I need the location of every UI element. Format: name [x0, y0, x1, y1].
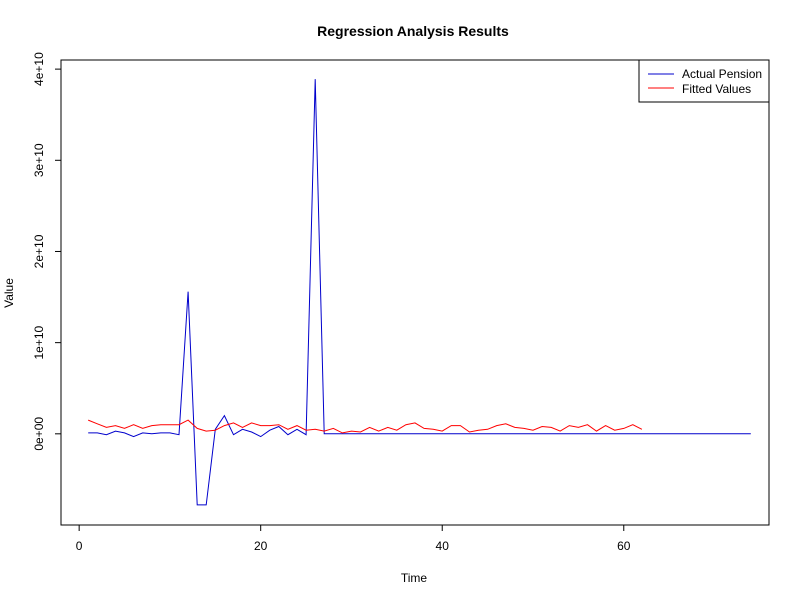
y-tick-label: 4e+10 — [32, 52, 46, 86]
legend: Actual Pension Fitted Values — [638, 59, 770, 103]
x-tick-label: 60 — [617, 539, 631, 553]
chart-title: Regression Analysis Results — [317, 23, 509, 39]
x-axis: 0 20 40 60 — [76, 524, 631, 553]
series-line-fitted-values — [88, 419, 643, 434]
x-tick-label: 20 — [254, 539, 268, 553]
legend-label-actual-pension: Actual Pension — [682, 67, 762, 81]
legend-box — [638, 59, 770, 103]
x-tick-label: 0 — [76, 539, 83, 553]
series-layer — [88, 79, 751, 506]
series-line-actual-pension — [88, 79, 751, 506]
legend-label-fitted-values: Fitted Values — [682, 82, 751, 96]
x-axis-label: Time — [401, 571, 428, 585]
y-axis: 0e+00 1e+10 2e+10 3e+10 4e+10 — [32, 52, 62, 451]
x-tick-label: 40 — [436, 539, 450, 553]
y-axis-label: Value — [2, 278, 16, 308]
y-tick-label: 2e+10 — [32, 234, 46, 268]
y-tick-label: 1e+10 — [32, 325, 46, 359]
y-tick-label: 3e+10 — [32, 143, 46, 177]
plot-frame — [60, 59, 770, 526]
y-tick-label: 0e+00 — [32, 417, 46, 451]
